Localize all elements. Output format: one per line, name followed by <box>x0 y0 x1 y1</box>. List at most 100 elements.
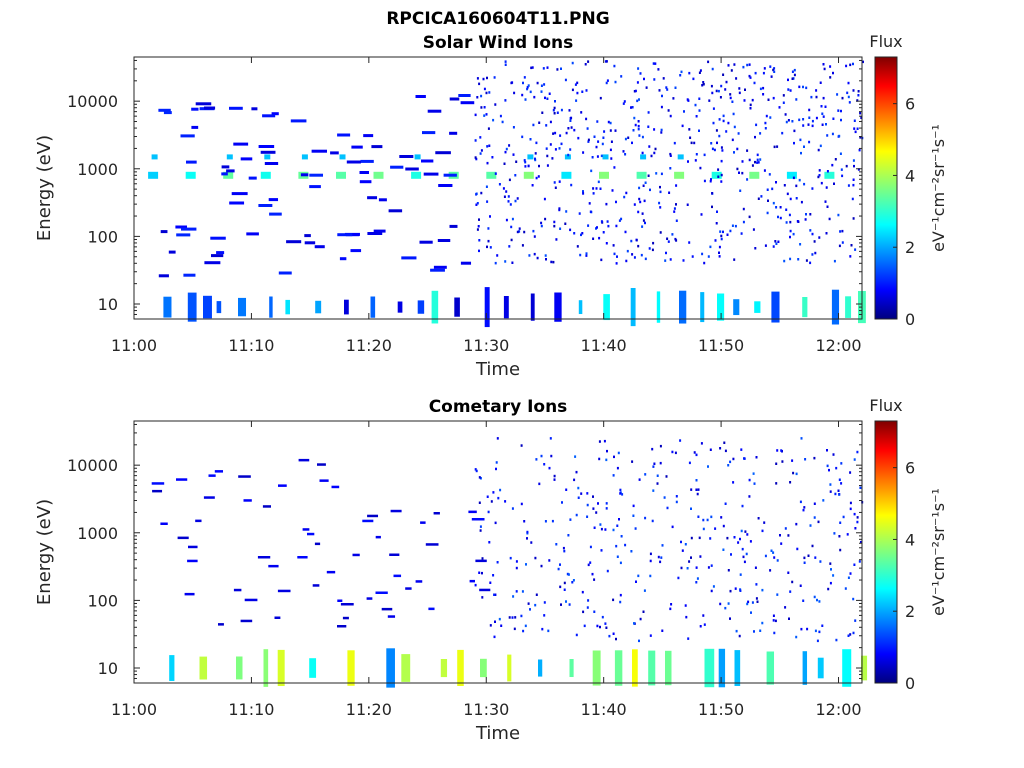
flux-cell <box>553 478 556 481</box>
flux-cell <box>664 259 667 262</box>
flux-cell <box>721 149 724 152</box>
flux-cell <box>612 244 615 247</box>
flux-cell <box>507 195 510 198</box>
flux-cell <box>233 142 249 146</box>
flux-cell <box>226 154 233 160</box>
flux-cell <box>422 131 436 135</box>
flux-cell <box>817 657 824 679</box>
flux-cell <box>727 464 730 467</box>
flux-cell <box>605 507 608 510</box>
flux-cell <box>784 606 787 609</box>
flux-cell <box>853 563 856 566</box>
flux-cell <box>491 156 494 159</box>
flux-cell <box>757 197 760 200</box>
flux-cell <box>573 128 576 132</box>
flux-cell <box>699 625 702 628</box>
flux-cell <box>618 219 621 222</box>
flux-cell <box>614 650 623 686</box>
flux-cell <box>695 115 698 118</box>
flux-cell <box>575 633 578 637</box>
flux-cell <box>478 249 480 253</box>
flux-cell <box>285 299 290 315</box>
flux-cell <box>337 625 347 628</box>
flux-cell <box>498 183 501 186</box>
flux-cell <box>577 486 580 490</box>
flux-cell <box>581 590 584 594</box>
flux-cell <box>722 73 725 76</box>
flux-cell <box>674 86 677 89</box>
flux-cell <box>542 67 545 70</box>
flux-cell <box>738 91 741 95</box>
flux-cell <box>620 75 623 78</box>
flux-cell <box>853 127 856 130</box>
flux-cell <box>644 221 646 225</box>
colorbar-tick-label: 0 <box>905 310 915 329</box>
flux-cell <box>184 592 195 596</box>
flux-cell <box>613 64 616 68</box>
flux-cell <box>366 597 373 600</box>
flux-cell <box>503 195 506 198</box>
flux-cell <box>712 585 715 588</box>
flux-cell <box>853 119 856 122</box>
flux-cell <box>536 81 539 85</box>
flux-cell <box>479 529 482 532</box>
flux-cell <box>486 200 489 203</box>
flux-cell <box>669 114 672 118</box>
flux-cell <box>390 165 404 169</box>
flux-cell <box>637 127 640 131</box>
flux-cell <box>720 237 723 241</box>
flux-cell <box>518 230 521 233</box>
flux-cell <box>527 602 530 605</box>
x-axis-label: Time <box>475 359 520 380</box>
flux-cell <box>681 549 684 552</box>
flux-cell <box>478 501 481 504</box>
flux-cell <box>719 96 722 99</box>
flux-cell <box>715 89 718 93</box>
flux-cell <box>602 154 609 160</box>
flux-cell <box>772 614 775 617</box>
flux-cell <box>612 474 615 477</box>
flux-cell <box>711 91 714 95</box>
flux-cell <box>789 229 792 233</box>
flux-cell <box>381 607 393 611</box>
flux-cell <box>414 154 421 160</box>
flux-cell <box>709 245 712 249</box>
flux-cell <box>730 69 733 72</box>
flux-cell <box>449 224 458 228</box>
flux-cell <box>475 203 478 206</box>
flux-cell <box>718 255 721 258</box>
flux-cell <box>773 67 776 70</box>
flux-cell <box>762 86 765 90</box>
flux-cell <box>659 231 662 234</box>
flux-cell <box>549 437 552 440</box>
flux-cell <box>803 556 806 560</box>
flux-cell <box>513 627 516 631</box>
flux-cell <box>565 488 568 491</box>
flux-cell <box>763 67 766 70</box>
flux-cell <box>814 556 817 559</box>
flux-cell <box>492 574 495 577</box>
flux-cell <box>554 131 557 135</box>
flux-cell <box>337 599 343 602</box>
flux-cell <box>665 251 667 255</box>
flux-cell <box>795 197 798 200</box>
flux-cell <box>711 67 714 71</box>
flux-cell <box>668 191 671 194</box>
colorbar-tick-label: 2 <box>905 238 915 257</box>
flux-cell <box>666 237 669 240</box>
flux-cell <box>665 650 672 686</box>
flux-cell <box>854 130 857 134</box>
flux-cell <box>739 573 742 576</box>
flux-cell <box>603 439 606 443</box>
flux-cell <box>476 228 479 231</box>
flux-cell <box>831 163 834 167</box>
flux-cell <box>712 107 715 110</box>
colorbar-tick-label: 6 <box>905 95 915 114</box>
flux-cell <box>576 81 579 85</box>
flux-cell <box>550 454 553 458</box>
flux-cell <box>819 144 822 148</box>
flux-cell <box>583 624 586 628</box>
flux-cell <box>553 474 556 478</box>
flux-cell <box>630 106 632 109</box>
flux-cell <box>387 615 396 618</box>
